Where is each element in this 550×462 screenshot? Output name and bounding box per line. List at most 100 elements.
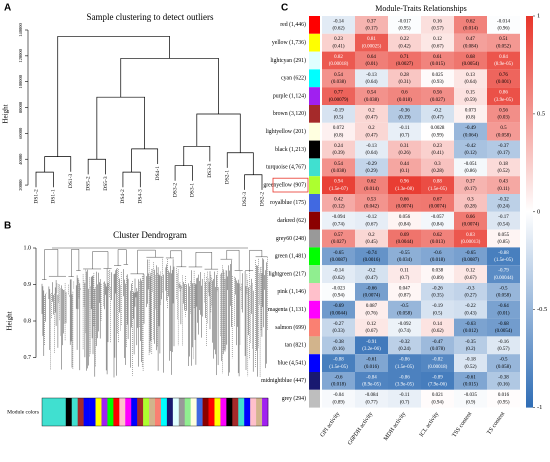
cell-value: -0.023 <box>332 286 345 291</box>
cell-value: -0.86 <box>399 358 410 363</box>
heatmap-cell <box>322 211 355 230</box>
heatmap-cell <box>421 33 454 52</box>
cell-value: -0.65 <box>465 251 476 256</box>
module-swatch <box>309 16 320 34</box>
heatmap-cell <box>421 194 454 212</box>
cell-pvalue: (8.9e-05) <box>494 62 513 67</box>
cell-pvalue: (0.7) <box>400 400 410 405</box>
heatmap-cell <box>355 354 388 372</box>
heatmap-cell <box>487 87 520 105</box>
module-strip-frame <box>41 397 269 427</box>
heatmap-cell <box>322 33 355 52</box>
cell-value: -0.66 <box>366 286 377 291</box>
heatmap-cell <box>322 69 355 88</box>
heatmap-cell <box>388 372 421 390</box>
module-swatch <box>309 69 320 88</box>
module-color <box>160 398 168 426</box>
cell-pvalue: (0.16) <box>332 347 344 352</box>
cell-value: 0.61 <box>433 55 442 60</box>
module-swatch <box>309 229 320 248</box>
heatmap-cell <box>322 389 355 408</box>
heatmap-cell <box>388 229 421 248</box>
heatmap-cell <box>355 247 388 266</box>
heatmap-cell <box>421 140 454 159</box>
heatmap-cell <box>421 318 454 337</box>
cell-pvalue: (0.47) <box>431 116 443 121</box>
cell-value: -0.084 <box>365 393 378 398</box>
heatmap-cell <box>454 265 487 283</box>
heatmap-cell <box>388 283 421 301</box>
cell-value: 0.86 <box>499 91 508 96</box>
cell-pvalue: (0.33) <box>332 329 344 334</box>
cell-value: 0.66 <box>466 215 475 220</box>
cell-value: 0.77 <box>334 91 343 96</box>
heatmap-cell <box>388 300 421 319</box>
leaf-label: DS3-1 <box>190 183 196 198</box>
cell-pvalue: (0.84) <box>398 222 410 227</box>
heatmap-cell <box>421 389 454 408</box>
cell-pvalue: (0.89) <box>431 276 443 281</box>
cell-value: 0.69 <box>400 233 409 238</box>
heatmap-cell <box>322 51 355 70</box>
module-color <box>95 398 102 426</box>
cell-pvalue: (0.0044) <box>396 240 413 245</box>
cell-pvalue: (0.01) <box>365 62 377 67</box>
cell-value: -0.38 <box>333 340 344 345</box>
cell-value: 0.42 <box>334 197 343 202</box>
cell-value: -0.014 <box>497 19 510 24</box>
cell-value: -0.26 <box>432 286 443 291</box>
heatmap-cell <box>454 389 487 408</box>
module-color <box>262 398 269 426</box>
leaf-label: DS4-2 <box>120 189 126 204</box>
cell-value: 0.37 <box>367 19 376 24</box>
cell-pvalue: (0.41) <box>431 151 443 156</box>
cell-pvalue: (0.0054) <box>462 62 479 67</box>
cell-value: 0.84 <box>499 55 508 60</box>
cell-value: -0.16 <box>498 340 509 345</box>
cell-pvalue: (0.26) <box>398 151 410 156</box>
heatmap-cell <box>355 122 388 141</box>
y-tick-label: 0.7 <box>24 355 32 361</box>
cell-pvalue: (1.5e-05) <box>428 187 447 192</box>
heatmap-cell <box>487 372 520 390</box>
cell-value: -0.051 <box>464 162 477 167</box>
leaf-label: DS1-1 <box>51 189 57 204</box>
cell-pvalue: (8.9e-05) <box>362 383 381 388</box>
y-tick-label: 40000 <box>18 153 23 165</box>
cell-pvalue: (0.47) <box>365 133 377 138</box>
cell-pvalue: (0.12) <box>464 151 476 156</box>
heatmap-cell <box>454 247 487 266</box>
module-color <box>202 398 209 426</box>
cell-pvalue: (0.84) <box>431 222 443 227</box>
cell-value: 0.53 <box>367 197 376 202</box>
cell-value: 0.62 <box>367 180 376 185</box>
cell-value: -0.36 <box>399 108 410 113</box>
heatmap-cell <box>421 300 454 319</box>
gene-tree <box>41 247 268 378</box>
cell-pvalue: (0.018) <box>430 258 445 263</box>
heatmap-cell <box>454 283 487 301</box>
colorbar-tick-label: -0.5 <box>537 306 547 313</box>
heatmap-cell <box>487 105 520 123</box>
strip-label: Module colors <box>7 409 39 415</box>
cell-value: 0.2 <box>368 126 375 131</box>
module-swatch <box>309 158 320 177</box>
panel-label: C <box>281 3 288 14</box>
cell-pvalue: (0.027) <box>331 240 346 245</box>
heatmap-cell <box>355 229 388 248</box>
leaf-label: DS3-3 <box>207 163 213 178</box>
row-label: lightgreen (217) <box>268 270 306 277</box>
cell-value: 0.12 <box>433 37 442 42</box>
heatmap-cell <box>355 372 388 390</box>
module-color <box>107 398 114 426</box>
cell-value: 0.072 <box>333 126 345 131</box>
chart-title: Module-Traits Relationships <box>375 4 466 13</box>
row-label: magenta (1,131) <box>268 306 306 313</box>
cell-pvalue: (3.9e-05) <box>395 383 414 388</box>
cell-value: -0.19 <box>432 304 443 309</box>
module-swatch <box>309 211 320 230</box>
module-swatch <box>309 105 320 123</box>
cell-value: 0.056 <box>399 215 411 220</box>
heatmap-cell <box>322 336 355 355</box>
